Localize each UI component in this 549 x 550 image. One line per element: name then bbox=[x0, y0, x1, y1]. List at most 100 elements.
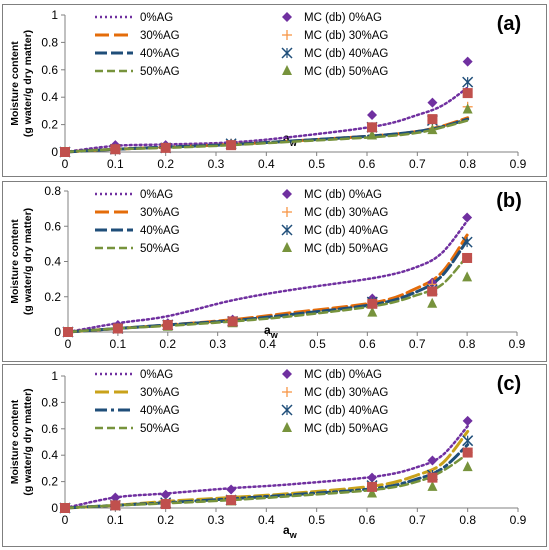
legend-marker-label: MC (db) 30%AG bbox=[304, 207, 388, 219]
legend-marker-swatch bbox=[282, 422, 292, 432]
data-point bbox=[462, 212, 473, 223]
y-axis-title: Moisture content bbox=[9, 399, 21, 484]
data-point bbox=[160, 499, 171, 510]
legend-line-label: 30%AG bbox=[140, 387, 180, 399]
x-tick-label: 0.6 bbox=[359, 337, 376, 351]
y-tick-label: 0.8 bbox=[41, 395, 58, 409]
x-tick-label: 0.7 bbox=[409, 513, 426, 527]
y-axis-title: Moisture content bbox=[9, 41, 21, 126]
x-tick-label: 0.7 bbox=[409, 337, 426, 351]
y-tick-label: 1 bbox=[51, 369, 58, 383]
data-point bbox=[162, 319, 173, 330]
legend-marker-label: MC (db) 40%AG bbox=[304, 225, 388, 237]
legend-line-label: 0%AG bbox=[140, 189, 173, 201]
data-point bbox=[226, 140, 237, 151]
data-point bbox=[367, 129, 378, 140]
y-tick-label: 0.4 bbox=[41, 448, 58, 462]
data-point bbox=[427, 286, 438, 297]
y-tick-label: 0.2 bbox=[41, 118, 58, 132]
model-curve-0pctAG bbox=[63, 86, 469, 154]
x-tick-label: 0.3 bbox=[208, 513, 225, 527]
data-point bbox=[160, 489, 171, 500]
legend-line-label: 50%AG bbox=[140, 66, 180, 78]
legend-line-label: 40%AG bbox=[140, 48, 180, 60]
x-tick-label: 0.1 bbox=[107, 157, 124, 171]
legend-marker-label: MC (db) 40%AG bbox=[304, 405, 388, 417]
data-point bbox=[226, 484, 237, 495]
x-tick-label: 0.8 bbox=[459, 513, 476, 527]
legend-marker-label: MC (db) 30%AG bbox=[304, 387, 388, 399]
data-point bbox=[461, 236, 473, 248]
x-tick-label: 0.3 bbox=[208, 157, 225, 171]
x-tick-label: 0.4 bbox=[259, 337, 276, 351]
x-axis-title: aw bbox=[264, 323, 279, 340]
data-point bbox=[60, 147, 70, 157]
x-tick-label: 0.4 bbox=[258, 157, 275, 171]
model-curve-0pctAG bbox=[66, 219, 469, 334]
legend-marker-swatch bbox=[282, 65, 292, 75]
x-tick-label: 0.9 bbox=[509, 337, 526, 351]
legend-marker-swatch bbox=[282, 12, 292, 22]
legend-line-label: 30%AG bbox=[140, 30, 180, 42]
data-point bbox=[367, 472, 378, 483]
data-point bbox=[226, 495, 237, 506]
data-point bbox=[462, 435, 474, 447]
legend-line-label: 50%AG bbox=[140, 423, 180, 435]
data-point bbox=[367, 481, 378, 492]
data-point bbox=[462, 415, 473, 426]
legend-marker-swatch bbox=[282, 207, 292, 217]
y-tick-label: 0 bbox=[51, 145, 58, 159]
data-point bbox=[462, 461, 473, 472]
y-tick-label: 0 bbox=[54, 325, 61, 339]
y-tick-label: 0.4 bbox=[41, 90, 58, 104]
legend-marker-label: MC (db) 0%AG bbox=[304, 369, 382, 381]
y-tick-label: 0.2 bbox=[41, 475, 58, 489]
legend-marker-label: MC (db) 40%AG bbox=[304, 48, 388, 60]
x-tick-label: 0.6 bbox=[359, 513, 376, 527]
data-point bbox=[367, 110, 378, 121]
y-tick-label: 0.6 bbox=[41, 63, 58, 77]
data-point bbox=[367, 306, 378, 317]
x-tick-label: 0.2 bbox=[157, 157, 174, 171]
legend-line-label: 40%AG bbox=[140, 225, 180, 237]
chart-panel-3: 0 0.2 0.4 0.6 0.8 1 0 0.1 0.2 0.3 0.4 0.5 0.6 0.7 0.8 0… bbox=[2, 364, 547, 547]
model-curve-0pctAG bbox=[63, 424, 469, 510]
x-tick-label: 0.8 bbox=[459, 337, 476, 351]
panel-label: (c) bbox=[497, 373, 521, 395]
data-point bbox=[367, 122, 378, 133]
legend-marker-swatch bbox=[282, 369, 292, 379]
y-axis-title: Moisture content bbox=[9, 219, 21, 304]
legend-marker-swatch bbox=[282, 189, 292, 199]
data-point bbox=[160, 142, 171, 153]
legend-marker-label: MC (db) 50%AG bbox=[304, 66, 388, 78]
data-point bbox=[427, 114, 438, 125]
y-axis-title-units: (g water/g dry matter) bbox=[22, 388, 34, 495]
data-point bbox=[462, 252, 473, 263]
x-tick-label: 0.9 bbox=[510, 157, 527, 171]
data-point bbox=[60, 503, 70, 513]
legend-marker-swatch bbox=[282, 242, 292, 252]
y-tick-label: 0 bbox=[51, 501, 58, 515]
x-tick-label: 0.4 bbox=[258, 513, 275, 527]
model-curve-50pctAG bbox=[66, 254, 469, 334]
data-point bbox=[63, 327, 73, 337]
legend-marker-swatch bbox=[281, 47, 293, 59]
legend-line-label: 0%AG bbox=[140, 12, 173, 24]
legend-marker-swatch bbox=[281, 404, 293, 416]
data-point bbox=[462, 271, 473, 282]
y-tick-label: 0.8 bbox=[44, 184, 61, 198]
data-point bbox=[462, 103, 473, 114]
legend-marker-label: MC (db) 30%AG bbox=[304, 30, 388, 42]
y-tick-label: 0.6 bbox=[44, 219, 61, 233]
chart-panel-1: 0 0.2 0.4 0.6 0.8 1 0 0.1 0.2 0.3 0.4 0.5 0.6 0.7 0.8 0… bbox=[2, 4, 547, 177]
data-point bbox=[227, 316, 238, 327]
panel-label: (b) bbox=[496, 190, 522, 212]
x-tick-label: 0.6 bbox=[359, 157, 376, 171]
x-tick-label: 0.9 bbox=[510, 513, 527, 527]
x-tick-label: 0 bbox=[62, 157, 69, 171]
data-point bbox=[462, 56, 473, 67]
x-tick-label: 0.2 bbox=[159, 337, 176, 351]
x-tick-label: 0.5 bbox=[308, 513, 325, 527]
data-point bbox=[367, 487, 378, 498]
